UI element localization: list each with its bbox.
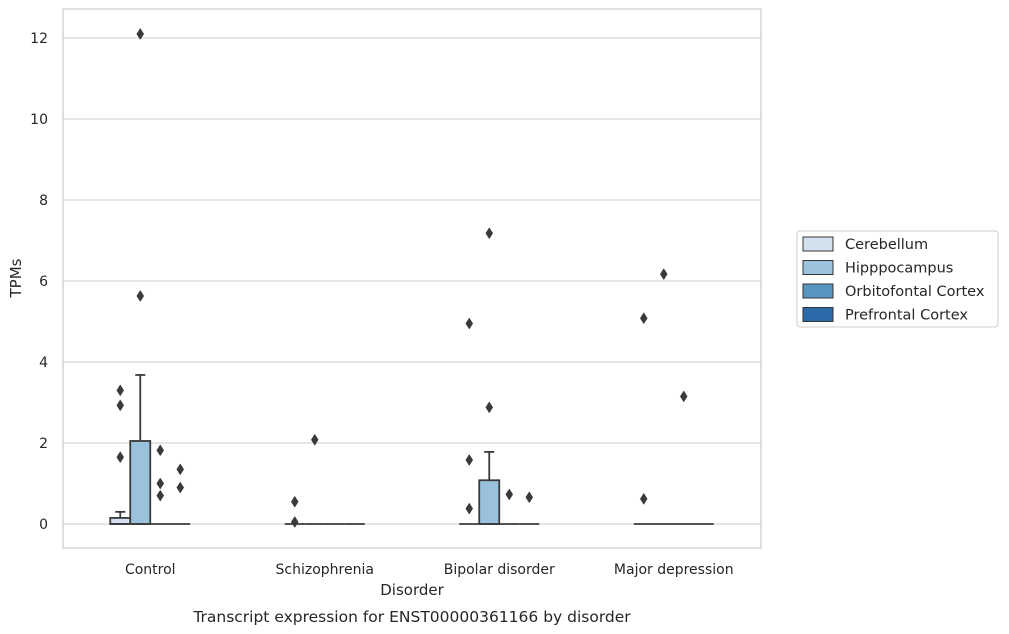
legend-label: Cerebellum <box>845 237 928 253</box>
outlier-point <box>290 516 299 528</box>
outlier-point <box>485 401 494 414</box>
outlier-point <box>116 399 125 412</box>
outlier-point <box>116 384 125 397</box>
outlier-point <box>659 268 668 281</box>
legend-swatch <box>802 307 834 322</box>
box-group <box>653 268 674 525</box>
x-axis-ticks: Control Schizophrenia Bipolar disorder Majo… <box>125 562 734 578</box>
box <box>109 517 132 525</box>
outlier-point <box>136 27 145 40</box>
legend-item: Hipppocampus <box>802 260 953 277</box>
box-group <box>129 27 152 525</box>
outlier-point <box>465 454 474 466</box>
box-group <box>150 444 171 525</box>
box-group <box>170 463 191 525</box>
outlier-point <box>176 481 185 494</box>
plot-marks <box>109 27 714 528</box>
outlier-point <box>136 290 145 302</box>
y-tick-label: 8 <box>39 193 48 209</box>
x-tick-label: Bipolar disorder <box>444 562 555 578</box>
legend-item: Orbitofontal Cortex <box>802 283 985 300</box>
box-group <box>109 384 132 525</box>
legend-swatch <box>802 283 834 299</box>
outlier-point <box>505 488 514 501</box>
outlier-point <box>290 495 299 508</box>
outlier-point <box>156 444 165 457</box>
plot-frame <box>62 8 762 549</box>
y-tick-label: 6 <box>39 274 48 290</box>
legend-item: Prefrontal Cortex <box>802 307 968 324</box>
outlier-point <box>485 227 494 240</box>
outlier-point <box>310 433 319 446</box>
box-group <box>633 312 654 525</box>
box-group <box>519 491 540 525</box>
box-group <box>284 495 305 528</box>
outlier-point <box>465 317 474 330</box>
box-group <box>673 390 694 525</box>
x-tick-label: Schizophrenia <box>276 562 374 578</box>
box <box>478 479 501 525</box>
x-tick-label: Major depression <box>614 562 734 578</box>
chart-caption: Transcript expression for ENST0000036116… <box>192 608 631 626</box>
legend-frame <box>796 230 999 328</box>
y-tick-label: 12 <box>30 31 48 47</box>
legend: Cerebellum Hipppocampus Orbitofontal Corte… <box>796 230 999 328</box>
outlier-point <box>639 492 648 505</box>
y-tick-label: 2 <box>39 436 48 452</box>
legend-swatch <box>802 236 834 252</box>
outlier-point <box>176 463 185 476</box>
y-axis-ticks: 0 2 4 6 8 10 12 <box>30 31 48 533</box>
legend-item: Cerebellum <box>802 236 928 253</box>
y-tick-label: 10 <box>30 112 48 128</box>
outlier-point <box>679 390 688 403</box>
outlier-point <box>156 489 165 502</box>
grid-lines <box>63 37 761 525</box>
box-group <box>304 433 325 525</box>
box <box>129 440 152 525</box>
y-tick-label: 0 <box>39 517 48 533</box>
outlier-point <box>465 502 474 515</box>
outlier-point <box>116 451 125 464</box>
x-axis-label: Disorder <box>380 581 444 599</box>
box-group <box>478 227 501 525</box>
legend-label: Hipppocampus <box>845 261 953 277</box>
outlier-point <box>525 491 534 504</box>
outlier-point <box>639 312 648 325</box>
x-tick-label: Control <box>125 562 176 578</box>
legend-label: Orbitofontal Cortex <box>845 284 985 300</box>
box-group <box>459 317 480 525</box>
legend-label: Prefrontal Cortex <box>845 308 968 324</box>
box-group <box>499 488 520 525</box>
y-axis-label: TPMs <box>7 258 25 298</box>
y-tick-label: 4 <box>39 355 48 371</box>
legend-swatch <box>802 260 834 275</box>
outlier-point <box>156 477 165 490</box>
